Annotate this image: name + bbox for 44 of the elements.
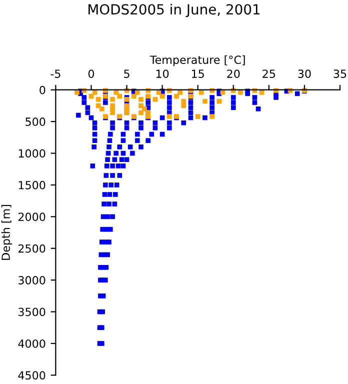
point <box>131 94 136 99</box>
y-tick-label: 1000 <box>18 149 46 158</box>
point <box>238 90 243 95</box>
point <box>210 114 214 119</box>
y-tick-label: 3500 <box>18 308 46 316</box>
point <box>138 110 144 116</box>
y-tick-label: 4500 <box>18 371 46 380</box>
y-tick-label: 0 <box>40 86 46 94</box>
chart-title: MODS2005 in June, 2001 <box>88 4 260 18</box>
point <box>167 114 172 119</box>
y-tick-label: 3000 <box>18 276 46 284</box>
point <box>181 98 186 104</box>
x-tick-label: 30 <box>298 70 311 78</box>
point <box>178 90 182 95</box>
y-tick-label: 500 <box>26 118 46 126</box>
point <box>117 94 122 99</box>
point <box>202 98 208 104</box>
point <box>195 114 200 119</box>
point <box>152 96 158 102</box>
point <box>174 94 179 99</box>
point <box>114 90 119 95</box>
x-tick-label: 35 <box>334 70 346 78</box>
point <box>99 106 104 112</box>
y-tick-label: 1500 <box>18 180 46 190</box>
y-axis-title: Depth [m] <box>1 205 12 260</box>
y-tick-label: 4000 <box>18 339 46 348</box>
x-tick-label: 15 <box>192 70 204 78</box>
y-tick-label: 2500 <box>18 244 46 253</box>
y-tick-label: 2000 <box>18 212 46 222</box>
point <box>135 90 140 95</box>
point <box>110 110 115 116</box>
x-tick-label: 20 <box>227 70 240 78</box>
x-axis-title: Temperature [°C] <box>150 55 245 66</box>
point <box>198 90 204 95</box>
x-tick-label: 10 <box>156 70 169 78</box>
point <box>96 96 101 102</box>
x-tick-label: 5 <box>124 70 130 78</box>
point <box>181 103 186 108</box>
x-tick-label: 0 <box>88 70 94 78</box>
point <box>138 96 144 102</box>
point <box>74 90 80 95</box>
point <box>110 96 115 102</box>
x-tick-label: -5 <box>50 70 60 78</box>
x-tick-label: 25 <box>262 70 276 78</box>
